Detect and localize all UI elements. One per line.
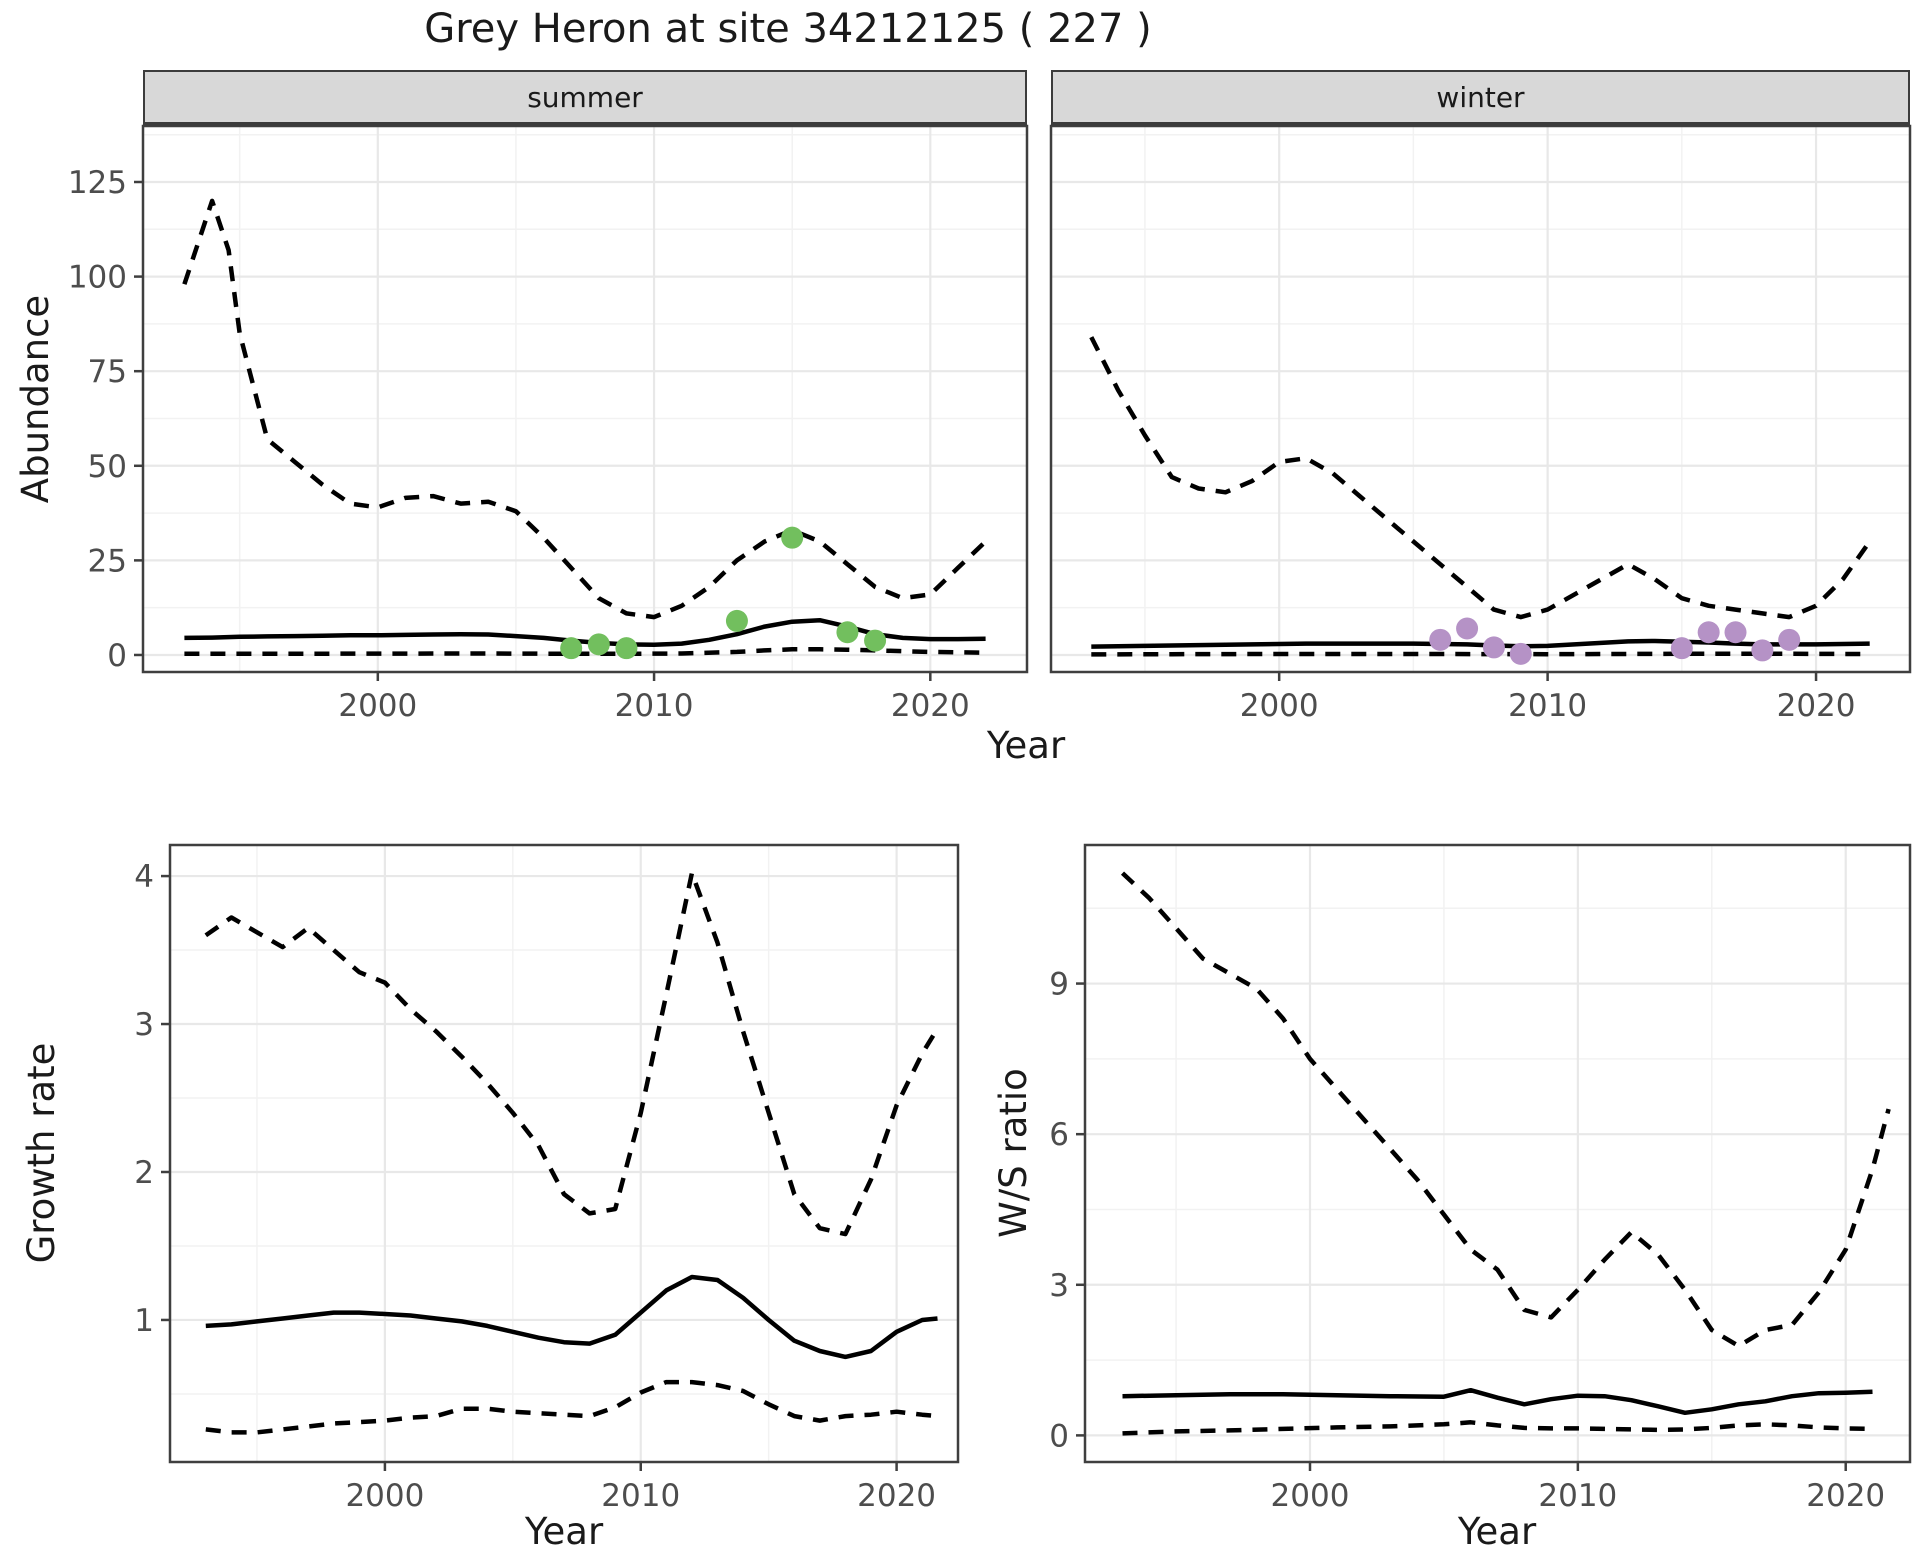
x-axis-title-year-bottom-left: Year — [524, 1510, 604, 1553]
observation-point — [1456, 617, 1479, 640]
observation-point — [587, 633, 610, 656]
svg-text:75: 75 — [88, 354, 127, 390]
svg-text:4: 4 — [134, 859, 154, 895]
observation-point — [1697, 621, 1720, 644]
upper_95ci-line — [182, 198, 988, 620]
svg-text:2020: 2020 — [1806, 1478, 1885, 1514]
facet-strip-winter: winter — [1051, 70, 1910, 126]
y-axis-title-growth-rate: Growth rate — [20, 1042, 63, 1264]
lower_95ci-line — [1122, 1420, 1873, 1436]
svg-text:2020: 2020 — [891, 688, 970, 724]
svg-text:6: 6 — [1049, 1117, 1069, 1153]
facet-strip-summer: summer — [143, 70, 1027, 126]
svg-text:2020: 2020 — [857, 1478, 936, 1514]
observation-point — [560, 637, 583, 660]
svg-text:2000: 2000 — [338, 688, 417, 724]
facet-strip-winter-label: winter — [1436, 80, 1525, 114]
svg-text:3: 3 — [134, 1007, 154, 1043]
svg-text:9: 9 — [1049, 967, 1069, 1003]
svg-text:2010: 2010 — [1538, 1478, 1617, 1514]
svg-text:0: 0 — [107, 638, 127, 674]
svg-text:2010: 2010 — [615, 688, 694, 724]
observation-point — [1429, 628, 1452, 651]
upper_95ci-line — [204, 870, 940, 1237]
median-line — [1091, 638, 1870, 649]
page-title: Grey Heron at site 34212125 ( 227 ) — [424, 6, 1152, 52]
observation-point — [1724, 621, 1747, 644]
observation-point — [1509, 642, 1532, 665]
svg-text:0: 0 — [1049, 1418, 1069, 1454]
svg-text:2000: 2000 — [345, 1478, 424, 1514]
observation-point — [1670, 637, 1693, 660]
lower_95ci-line — [205, 1379, 938, 1435]
y-axis-title-ws-ratio: W/S ratio — [992, 1068, 1035, 1238]
svg-text:50: 50 — [88, 449, 127, 485]
svg-text:1: 1 — [134, 1303, 154, 1339]
lower_95ci-line — [184, 647, 986, 657]
svg-text:2: 2 — [134, 1155, 154, 1191]
svg-text:125: 125 — [68, 165, 127, 201]
svg-text:3: 3 — [1049, 1268, 1069, 1304]
facet-strip-summer-label: summer — [527, 80, 643, 114]
upper_95ci-line — [1089, 336, 1872, 620]
x-axis-title-year-top: Year — [986, 724, 1066, 767]
observation-point — [781, 526, 804, 549]
median-line — [205, 1274, 938, 1360]
svg-text:2000: 2000 — [1271, 1478, 1350, 1514]
observation-point — [725, 609, 748, 632]
svg-text:2020: 2020 — [1777, 688, 1856, 724]
observation-point — [615, 637, 638, 660]
observation-point — [1751, 639, 1774, 662]
observation-point — [1482, 636, 1505, 659]
x-axis-title-year-bottom-right: Year — [1457, 1510, 1537, 1553]
upper_95ci-line — [1120, 871, 1891, 1349]
svg-text:2010: 2010 — [601, 1478, 680, 1514]
y-axis-title-abundance: Abundance — [14, 294, 57, 504]
svg-text:2010: 2010 — [1508, 688, 1587, 724]
median-line — [1122, 1387, 1873, 1416]
svg-text:2000: 2000 — [1240, 688, 1319, 724]
observation-point — [836, 621, 859, 644]
svg-text:25: 25 — [88, 543, 127, 579]
observation-point — [1778, 628, 1801, 651]
observation-point — [864, 629, 887, 652]
svg-text:100: 100 — [68, 260, 127, 296]
